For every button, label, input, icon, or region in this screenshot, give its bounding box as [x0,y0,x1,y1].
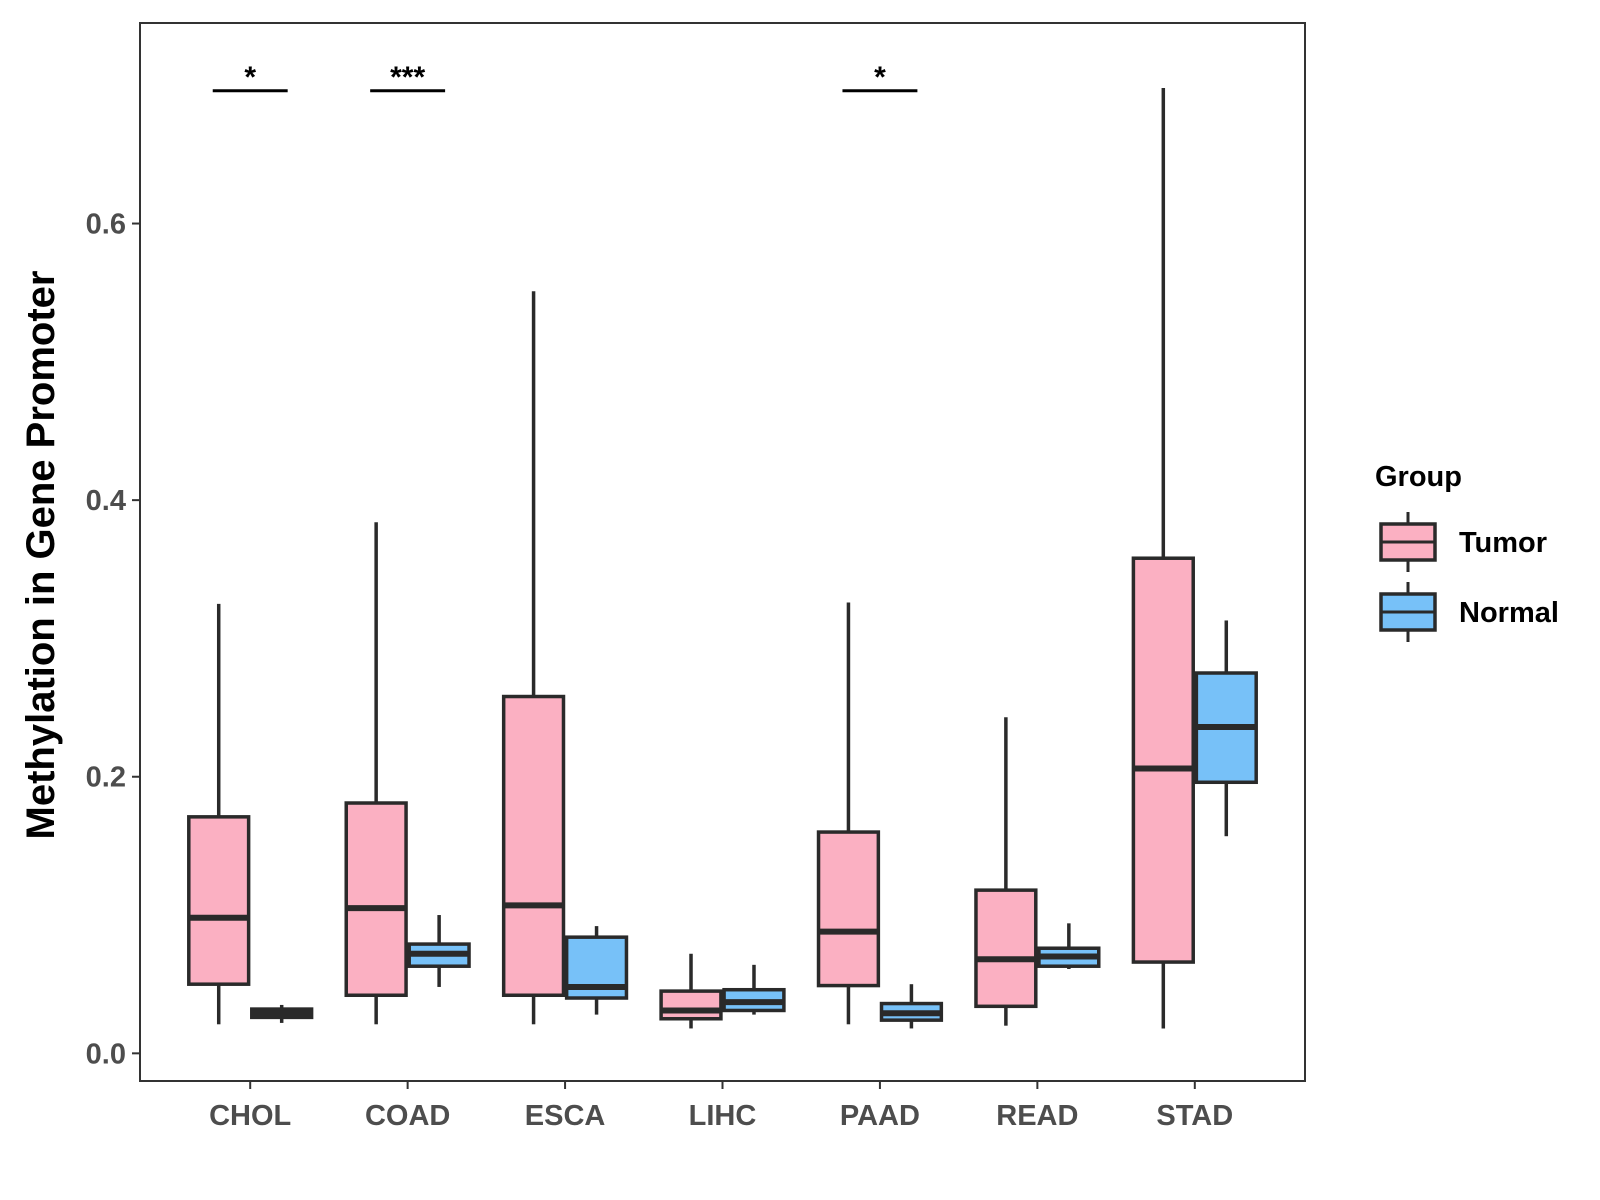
box-normal-chol [250,1004,314,1023]
box-normal-read [1037,923,1101,969]
significance-label: * [244,61,256,94]
significance-label: *** [390,61,425,94]
box-tumor-esca [501,291,566,1025]
box-normal-coad [407,915,471,987]
significance-annotations: * *** * [212,61,918,94]
box-body [344,801,408,998]
y-axis: 0.0 0.2 0.4 0.6 [86,209,140,1070]
box-tumor-read [974,717,1038,1026]
plot-panel [139,22,1306,1082]
box-body [974,888,1038,1009]
box-tumor-lihc [659,953,723,1029]
box-normal-esca [564,926,629,1015]
x-tick-label: LIHC [689,1100,757,1132]
x-axis: CHOL COAD ESCA LIHC PAAD READ STAD [209,1081,1233,1132]
x-tick-label: STAD [1156,1100,1233,1132]
x-tick-label: COAD [365,1100,450,1132]
significance-label: * [874,61,886,94]
box-tumor-coad [344,522,408,1025]
box-body [816,830,881,988]
legend-title: Group [1375,461,1462,493]
x-tick-label: CHOL [209,1100,291,1132]
x-tick-label: ESCA [525,1100,606,1132]
box-tumor-stad [1131,88,1195,1029]
legend-label: Tumor [1459,527,1547,559]
box-normal-stad [1194,620,1258,837]
box-layer [187,88,1258,1029]
x-tick-label: READ [996,1100,1078,1132]
legend: Group Tumor Normal [1375,461,1559,642]
box-normal-lihc [722,964,786,1015]
y-tick-label: 0.0 [86,1038,126,1070]
box-body [187,815,251,986]
box-body [659,989,723,1021]
y-tick-label: 0.2 [86,762,126,794]
legend-entry-normal: Normal [1379,582,1559,642]
box-normal-paad [879,984,944,1029]
box-tumor-paad [816,602,881,1025]
y-tick-label: 0.6 [86,209,126,241]
box-tumor-chol [187,603,251,1025]
y-tick-label: 0.4 [86,485,126,517]
box-body [1131,556,1195,964]
x-tick-label: PAAD [840,1100,920,1132]
legend-label: Normal [1459,597,1559,629]
legend-entry-tumor: Tumor [1379,512,1547,572]
box-body [501,694,566,998]
y-axis-title: Methylation in Gene Promoter [19,271,63,840]
